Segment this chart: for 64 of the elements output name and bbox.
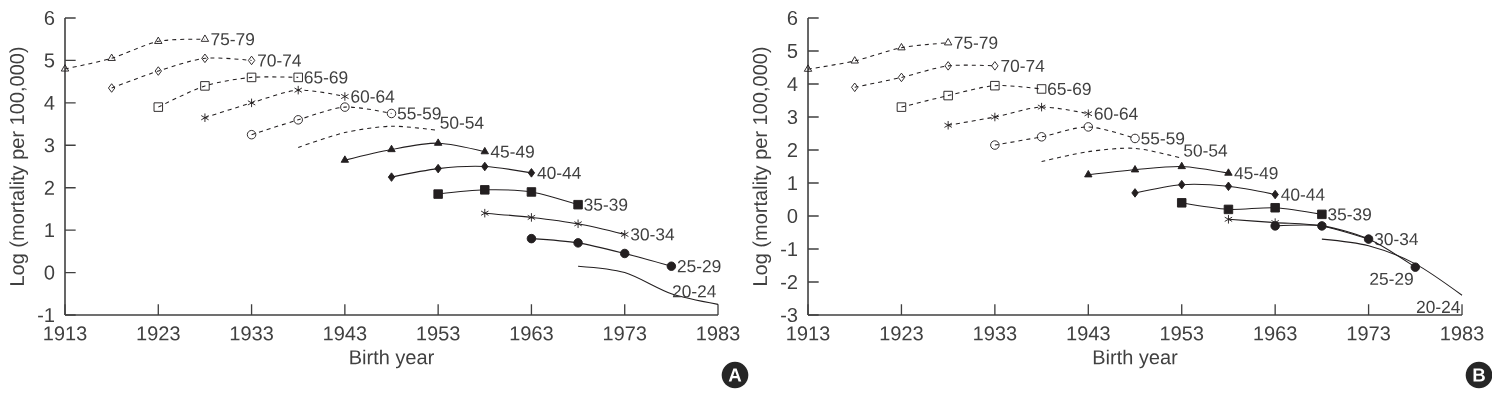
x-tick-label: 1933 [974, 326, 1017, 341]
y-tick-label: 6 [787, 10, 798, 26]
x-tick-label: 1963 [510, 326, 553, 341]
y-tick-label: 4 [787, 77, 798, 91]
y-tick-label: -1 [38, 308, 54, 322]
series-label: 25-29 [1370, 272, 1413, 286]
x-tick-label: 1943 [324, 326, 367, 341]
series-label: 60-64 [351, 90, 395, 103]
series-label: 55-59 [397, 107, 441, 120]
x-tick-label: 1913 [44, 326, 87, 341]
series-label: 25-29 [677, 260, 721, 273]
series-label: 30-34 [1374, 232, 1418, 246]
x-axis-title: Birth year [350, 349, 434, 369]
series-label: 65-69 [1048, 82, 1091, 96]
y-tick-label: 0 [44, 265, 55, 280]
y-tick-label: 6 [44, 10, 55, 26]
x-tick-label: 1953 [417, 326, 460, 341]
x-tick-label: 1983 [697, 326, 740, 341]
y-axis-title: Log (mortality per 100,000) [9, 47, 29, 285]
y-tick-label: -1 [781, 242, 798, 256]
series-label: 40-44 [537, 166, 581, 179]
series-label: 70-74 [1001, 59, 1045, 72]
series-label: 60-64 [1094, 107, 1138, 120]
y-tick-label: 3 [44, 138, 55, 153]
y-tick-label: 5 [44, 53, 55, 68]
series-label: 35-39 [584, 198, 628, 211]
series-label: 55-59 [1141, 132, 1185, 145]
x-tick-label: 1923 [137, 326, 180, 341]
series-label: 30-34 [630, 228, 675, 241]
y-tick-label: -2 [781, 275, 797, 289]
text: B [1473, 368, 1485, 382]
x-tick-label: 1963 [1254, 326, 1297, 341]
y-axis-title: Log (mortality per 100,000) [752, 47, 772, 285]
series-label: 75-79 [211, 33, 255, 46]
x-tick-label: 1913 [787, 326, 830, 341]
y-tick-label: 1 [788, 176, 798, 190]
y-tick-label: -3 [781, 307, 798, 323]
x-tick-label: 1973 [1347, 326, 1390, 341]
y-tick-label: 4 [44, 95, 55, 110]
x-tick-label: 1983 [1441, 326, 1484, 341]
x-tick-label: 1923 [880, 326, 923, 341]
series-label: 45-49 [490, 145, 534, 158]
series-label: 35-39 [1328, 208, 1371, 221]
series-label: 65-69 [304, 71, 348, 84]
y-tick-label: 3 [787, 109, 798, 125]
series-label: 75-79 [954, 36, 998, 49]
series-label: 40-44 [1281, 188, 1325, 201]
y-tick-label: 2 [787, 143, 797, 157]
y-tick-label: 1 [45, 223, 54, 238]
x-tick-label: 1953 [1161, 326, 1204, 341]
x-axis-title: Birth year [1093, 349, 1178, 369]
x-tick-label: 1933 [230, 326, 273, 341]
x-tick-label: 1943 [1067, 326, 1110, 341]
series-label: 20-24 [672, 285, 716, 298]
x-tick-label: 1973 [603, 326, 647, 341]
y-tick-label: 0 [787, 208, 798, 224]
series-label: 70-74 [258, 54, 301, 67]
series-label: 50-54 [1184, 144, 1228, 157]
series-label: 20-24 [1416, 300, 1460, 314]
y-tick-label: 2 [44, 180, 54, 195]
text: A [728, 368, 742, 382]
series-label: 45-49 [1234, 166, 1278, 180]
y-tick-label: 5 [787, 44, 798, 58]
series-label: 50-54 [440, 116, 484, 129]
